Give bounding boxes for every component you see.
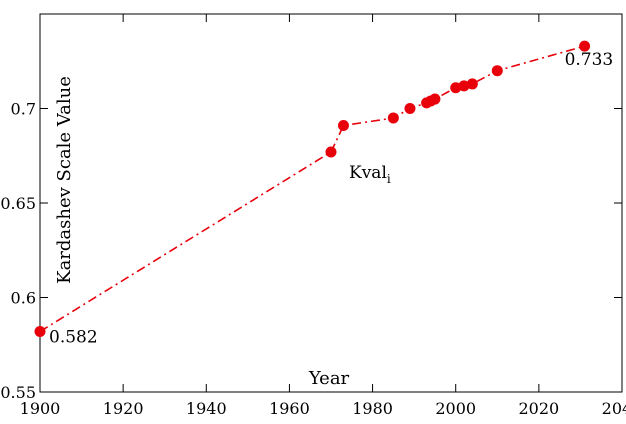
x-tick-label: 1920 (103, 399, 144, 418)
data-point (404, 103, 416, 114)
series-line (39, 45, 585, 333)
annotation-subscript: i (387, 172, 391, 186)
data-points (34, 40, 591, 338)
data-point (429, 93, 441, 105)
data-point (458, 80, 470, 92)
data-point (337, 120, 349, 132)
x-tick-label: 2020 (518, 399, 559, 418)
x-axis-title: Year (308, 368, 350, 389)
y-tick-label: 0.7 (11, 100, 36, 119)
x-tick-label: 1940 (186, 399, 227, 418)
annotations: 0.582 Kvali 0.733 (49, 50, 613, 347)
x-tick-label: 1900 (20, 399, 61, 418)
y-tick-label: 0.55 (0, 383, 36, 402)
data-point (579, 40, 591, 52)
data-point (325, 146, 337, 158)
y-tick-label: 0.6 (11, 289, 36, 308)
data-point (34, 326, 46, 338)
data-point (491, 65, 503, 77)
data-point (466, 78, 478, 90)
x-tick-label: 2040 (602, 399, 626, 418)
data-point (387, 112, 399, 124)
x-tick-label: 1960 (269, 399, 310, 418)
x-tick-label: 1980 (352, 399, 393, 418)
x-axis-ticks: 1900 1920 1940 1960 1980 2000 2020 2040 (20, 14, 626, 418)
x-tick-label: 2000 (435, 399, 476, 418)
y-tick-label: 0.65 (0, 194, 36, 213)
plot-frame (39, 13, 623, 393)
data-point (450, 82, 462, 94)
y-axis-title: Kardashev Scale Value (54, 76, 75, 284)
annotation-label: 0.582 (49, 328, 98, 348)
y-axis-ticks: 0.55 0.6 0.65 0.7 (0, 100, 622, 402)
annotation-label: Kvali (349, 163, 391, 186)
annotation-label: 0.733 (565, 50, 614, 70)
